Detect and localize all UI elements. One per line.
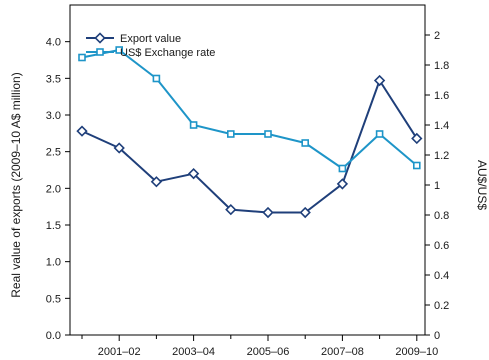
data-point-us-exchange-rate-4 — [227, 130, 235, 138]
y-left-axis-title: Real value of exports (2009–10 A$ millio… — [9, 72, 23, 297]
x-axis-ticks: 2001–02 2003–04 2005–06 2007–08 2009–10 — [81, 335, 438, 358]
legend-label-export-value: Export value — [120, 33, 181, 45]
y-right-tick-label-10: 2 — [434, 30, 440, 42]
y-right-tick-label-2: 0.4 — [434, 270, 449, 282]
y-right-tick-label-8: 1.6 — [434, 90, 449, 102]
data-point-us-exchange-rate-6 — [301, 139, 310, 147]
y-left-tick-label-3: 1.5 — [46, 220, 61, 232]
data-point-export-value-4 — [225, 203, 237, 216]
data-point-us-exchange-rate-8 — [375, 130, 384, 138]
data-point-us-exchange-rate-1 — [115, 46, 123, 54]
data-point-us-exchange-rate-2 — [152, 74, 161, 83]
series-line-export-value — [81, 79, 418, 214]
data-point-export-value-1 — [113, 142, 125, 154]
plot-frame — [69, 4, 426, 336]
legend: Export value US$ Exchange rate — [86, 32, 215, 59]
y-right-tick-label-5: 1 — [434, 180, 440, 192]
series-layer — [76, 46, 423, 219]
y-right-tick-label-1: 0.2 — [434, 300, 449, 312]
y-right-tick-label-7: 1.4 — [434, 120, 449, 132]
data-point-us-exchange-rate-9 — [412, 161, 421, 170]
data-point-us-exchange-rate-7 — [338, 164, 347, 173]
data-point-export-value-2 — [150, 176, 163, 188]
x-tick-label-1: 2003–04 — [172, 346, 215, 358]
y-left-axis-ticks: 0.0 0.5 1.0 1.5 2.0 2.5 3.0 3.5 4.0 — [46, 37, 70, 342]
y-right-tick-label-3: 0.6 — [434, 240, 449, 252]
y-right-tick-label-0: 0 — [434, 330, 440, 342]
y-left-tick-label-6: 3.0 — [46, 110, 61, 122]
y-right-tick-label-6: 1.2 — [434, 150, 449, 162]
y-left-tick-label-0: 0.0 — [46, 330, 61, 342]
data-point-us-exchange-rate-3 — [189, 121, 198, 129]
data-point-us-exchange-rate-0 — [78, 53, 86, 62]
x-tick-label-3: 2007–08 — [321, 346, 364, 358]
y-right-tick-label-9: 1.8 — [434, 60, 449, 72]
data-point-export-value-7 — [336, 178, 349, 190]
data-point-export-value-5 — [262, 206, 274, 219]
y-right-axis-ticks: 0 0.2 0.4 0.6 0.8 1 1.2 1.4 1.6 1.8 2 — [425, 30, 449, 342]
y-left-tick-label-1: 0.5 — [46, 293, 61, 305]
data-point-export-value-9 — [411, 132, 423, 145]
y-left-tick-label-4: 2.0 — [46, 183, 61, 195]
legend-marker-export-value — [94, 32, 106, 44]
y-left-tick-label-5: 2.5 — [46, 147, 61, 159]
legend-marker-exchange-rate — [96, 48, 104, 56]
legend-label-exchange-rate: US$ Exchange rate — [120, 47, 215, 59]
data-point-export-value-3 — [187, 168, 200, 180]
series-line-us-exchange-rate — [81, 49, 418, 170]
y-left-tick-label-7: 3.5 — [46, 73, 61, 85]
data-point-export-value-6 — [299, 206, 311, 219]
y-right-tick-label-4: 0.8 — [434, 210, 449, 222]
data-point-us-exchange-rate-5 — [264, 130, 272, 138]
x-tick-label-2: 2005–06 — [247, 346, 290, 358]
data-point-export-value-8 — [373, 74, 386, 87]
x-tick-label-4: 2009–10 — [395, 346, 438, 358]
y-left-tick-label-2: 1.0 — [46, 257, 61, 269]
x-tick-label-0: 2001–02 — [98, 346, 141, 358]
y-left-tick-label-8: 4.0 — [46, 37, 61, 49]
data-point-export-value-0 — [76, 125, 88, 137]
y-right-axis-title: AU$/US$ — [475, 160, 489, 210]
